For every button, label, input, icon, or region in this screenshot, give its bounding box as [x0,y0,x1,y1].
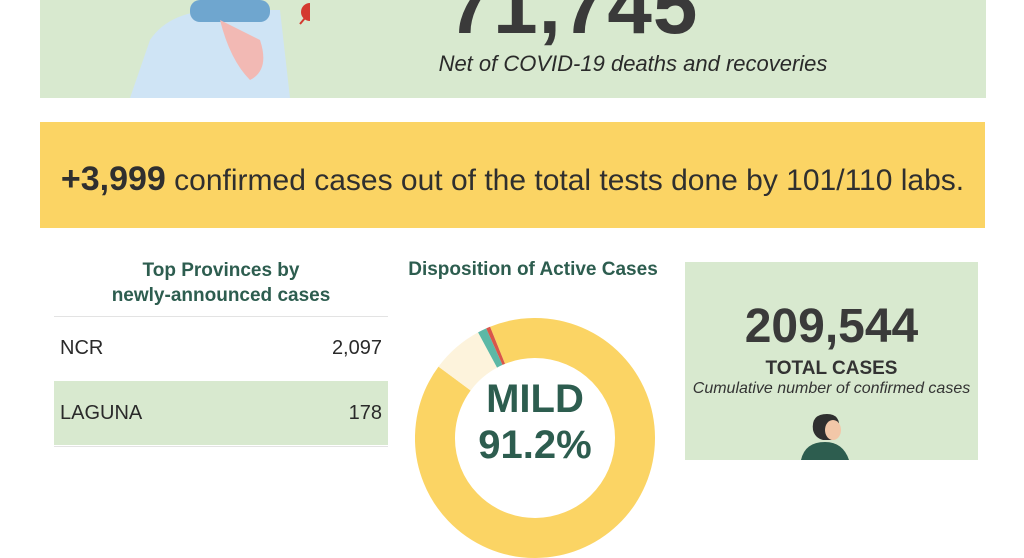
active-cases-banner: 71,745 Net of COVID-19 deaths and recove… [40,0,986,98]
new-cases-sentence: +3,999 confirmed cases out of the total … [40,160,985,199]
province-row: NCR 2,097 [54,316,388,380]
severe-segment [415,318,655,558]
province-name: NCR [60,337,104,359]
mild-label: MILD [486,377,584,421]
provinces-title: Top Provinces by newly-announced cases [54,258,388,308]
mild-percent: 91.2% [478,423,592,467]
total-cases-number: 209,544 [744,300,919,353]
total-cases-panel: 209,544 TOTAL CASES Cumulative number of… [685,262,978,460]
new-cases-count: +3,999 [60,160,166,198]
province-row: LAGUNA 178 [54,381,388,445]
province-name: LAGUNA [60,401,143,424]
provinces-title-line2: newly-announced cases [111,285,331,306]
person-coughing-illustration [130,0,310,98]
new-cases-text: confirmed cases out of the total tests d… [165,164,965,197]
total-cases-label: TOTAL CASES [765,358,898,379]
provinces-title-line1: Top Provinces by [142,260,300,281]
disposition-title: Disposition of Active Cases [408,259,658,280]
total-cases-description: Cumulative number of confirmed cases [692,380,971,397]
active-cases-subtitle: Net of COVID-19 deaths and recoveries [438,51,828,76]
province-row-divider [54,446,388,460]
new-cases-banner: +3,999 confirmed cases out of the total … [40,122,985,228]
province-value: 2,097 [331,337,382,359]
active-cases-number: 71,745 [447,0,699,50]
province-value: 178 [348,401,382,424]
woman-illustration [801,414,849,460]
